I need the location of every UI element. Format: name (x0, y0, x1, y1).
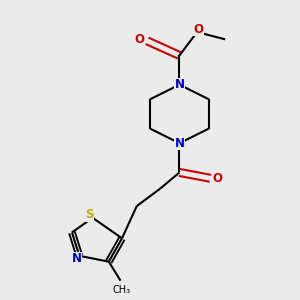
Text: O: O (135, 33, 145, 46)
Text: O: O (213, 172, 223, 185)
Text: O: O (194, 22, 204, 36)
Text: N: N (174, 78, 184, 91)
Text: N: N (71, 252, 81, 265)
Text: N: N (174, 137, 184, 150)
Text: S: S (85, 208, 94, 221)
Text: methyl: methyl (0, 299, 1, 300)
Text: CH₃: CH₃ (113, 285, 131, 295)
Text: methyl: methyl (0, 299, 1, 300)
